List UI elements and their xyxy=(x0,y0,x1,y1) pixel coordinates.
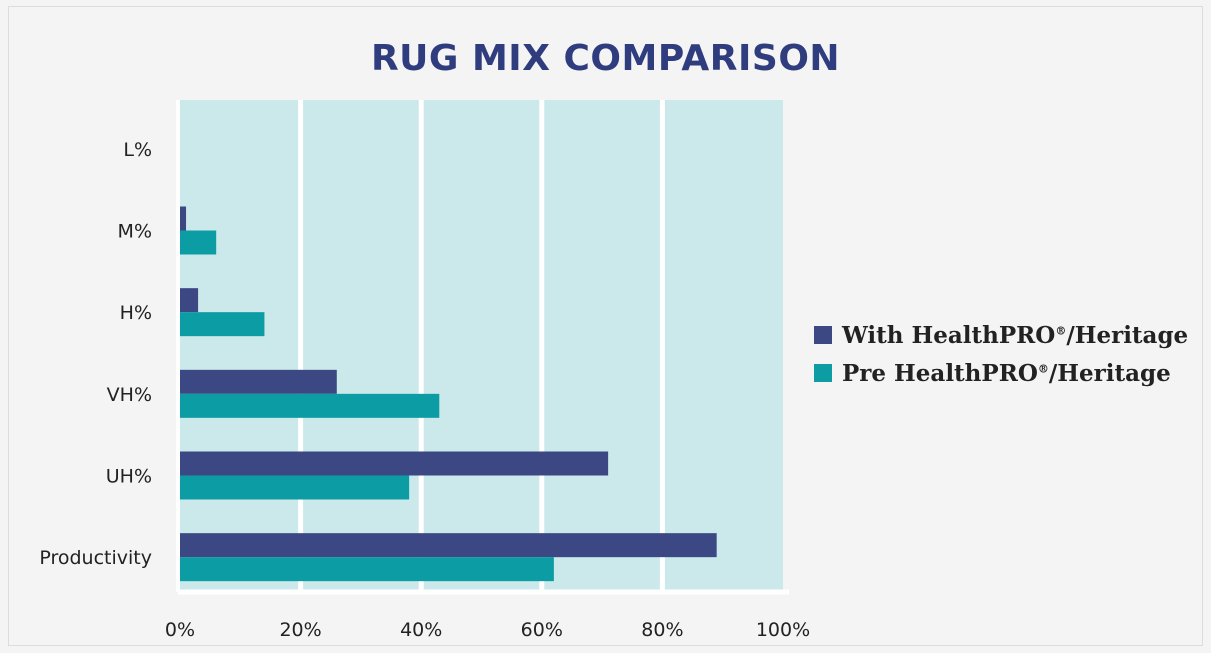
legend-item-with: With HealthPRO®/Heritage xyxy=(814,316,1188,354)
x-tick-label: 80% xyxy=(641,619,683,641)
plot-area xyxy=(180,100,783,590)
legend-label-with-base: With HealthPRO xyxy=(842,321,1056,349)
legend-label-with-tail: /Heritage xyxy=(1066,321,1189,349)
legend-item-pre: Pre HealthPRO®/Heritage xyxy=(814,354,1188,392)
legend-label-with: With HealthPRO®/Heritage xyxy=(842,322,1188,349)
bar-pre-uh xyxy=(180,475,410,500)
bar-with-h xyxy=(180,288,199,313)
chart-title: RUG MIX COMPARISON xyxy=(370,38,841,79)
bar-pre-h xyxy=(180,312,265,337)
bar-pre-productivity xyxy=(180,557,554,582)
legend-label-with-sup: ® xyxy=(1055,323,1067,337)
category-label: L% xyxy=(123,139,152,161)
x-tick-label: 20% xyxy=(279,619,321,641)
bar-pre-m xyxy=(180,230,217,255)
legend-swatch-with xyxy=(814,326,832,344)
x-tick-label: 0% xyxy=(165,619,195,641)
x-tick-label: 40% xyxy=(400,619,442,641)
legend-label-pre-sup: ® xyxy=(1037,361,1049,375)
legend-swatch-pre xyxy=(814,364,832,382)
x-tick-label: 60% xyxy=(521,619,563,641)
x-tick-label: 100% xyxy=(756,619,810,641)
bar-with-uh xyxy=(180,451,609,476)
bar-pre-vh xyxy=(180,393,440,418)
legend-label-pre: Pre HealthPRO®/Heritage xyxy=(842,360,1171,387)
category-label: M% xyxy=(118,221,152,243)
bar-with-m xyxy=(180,206,187,231)
bar-with-productivity xyxy=(180,533,717,558)
category-label: H% xyxy=(120,302,152,324)
legend-label-pre-base: Pre HealthPRO xyxy=(842,359,1038,387)
bar-with-vh xyxy=(180,369,337,394)
legend: With HealthPRO®/Heritage Pre HealthPRO®/… xyxy=(814,316,1188,392)
category-label: VH% xyxy=(107,384,152,406)
category-label: UH% xyxy=(106,466,152,488)
legend-label-pre-tail: /Heritage xyxy=(1048,359,1171,387)
category-label: Productivity xyxy=(39,547,152,569)
